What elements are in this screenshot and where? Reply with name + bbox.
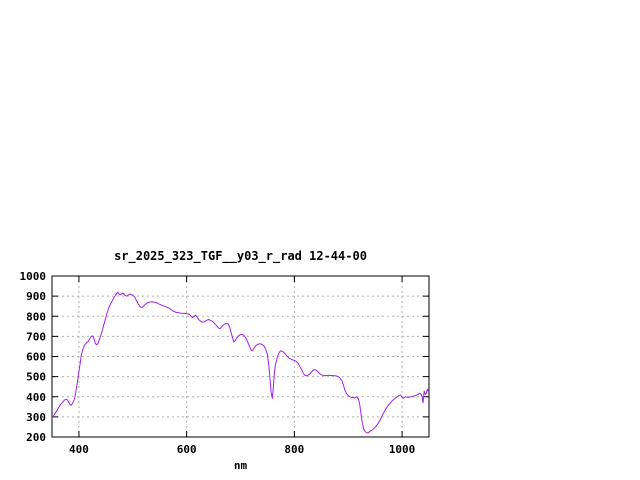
y-tick-label: 1000 [20, 270, 47, 283]
x-tick-label: 600 [177, 443, 197, 456]
y-tick-label: 700 [26, 330, 46, 343]
spectrum-line [51, 291, 430, 434]
x-tick-label: 1000 [389, 443, 416, 456]
y-tick-label: 200 [26, 431, 46, 444]
chart-title: sr_2025_323_TGF__y03_r_rad 12-44-00 [114, 249, 367, 263]
x-tick-label: 800 [284, 443, 304, 456]
y-tick-label: 500 [26, 371, 46, 384]
y-tick-label: 600 [26, 351, 46, 364]
x-tick-label: 400 [69, 443, 89, 456]
y-tick-label: 800 [26, 310, 46, 323]
y-tick-label: 300 [26, 411, 46, 424]
y-tick-label: 400 [26, 391, 46, 404]
x-axis-label: nm [233, 459, 248, 472]
y-tick-label: 900 [26, 290, 46, 303]
